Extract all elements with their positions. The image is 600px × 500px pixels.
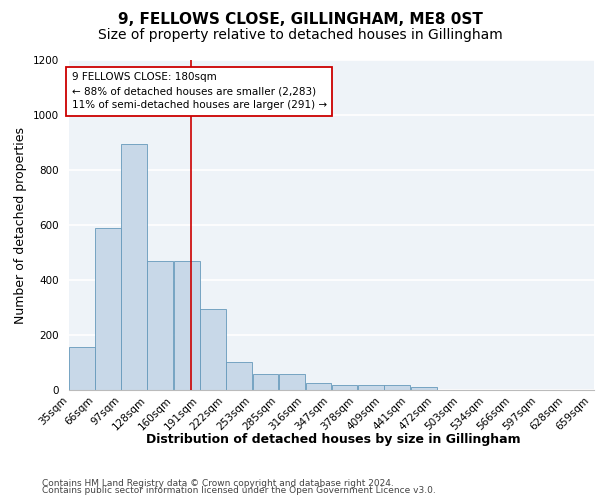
Text: Size of property relative to detached houses in Gillingham: Size of property relative to detached ho… [98,28,502,42]
Bar [174,261,200,390]
Bar [148,261,173,390]
Bar [332,385,358,390]
Bar [384,385,410,390]
Bar [69,348,95,390]
Bar [253,374,278,390]
Bar [121,144,147,390]
Text: Contains public sector information licensed under the Open Government Licence v3: Contains public sector information licen… [42,486,436,495]
Bar [280,374,305,390]
Bar [200,309,226,390]
Text: 9, FELLOWS CLOSE, GILLINGHAM, ME8 0ST: 9, FELLOWS CLOSE, GILLINGHAM, ME8 0ST [118,12,482,28]
Bar [305,383,331,390]
Text: Distribution of detached houses by size in Gillingham: Distribution of detached houses by size … [146,432,520,446]
Y-axis label: Number of detached properties: Number of detached properties [14,126,28,324]
Bar [411,386,437,390]
Text: Contains HM Land Registry data © Crown copyright and database right 2024.: Contains HM Land Registry data © Crown c… [42,478,394,488]
Bar [95,228,121,390]
Bar [358,385,383,390]
Bar [226,362,252,390]
Text: 9 FELLOWS CLOSE: 180sqm
← 88% of detached houses are smaller (2,283)
11% of semi: 9 FELLOWS CLOSE: 180sqm ← 88% of detache… [71,72,326,110]
